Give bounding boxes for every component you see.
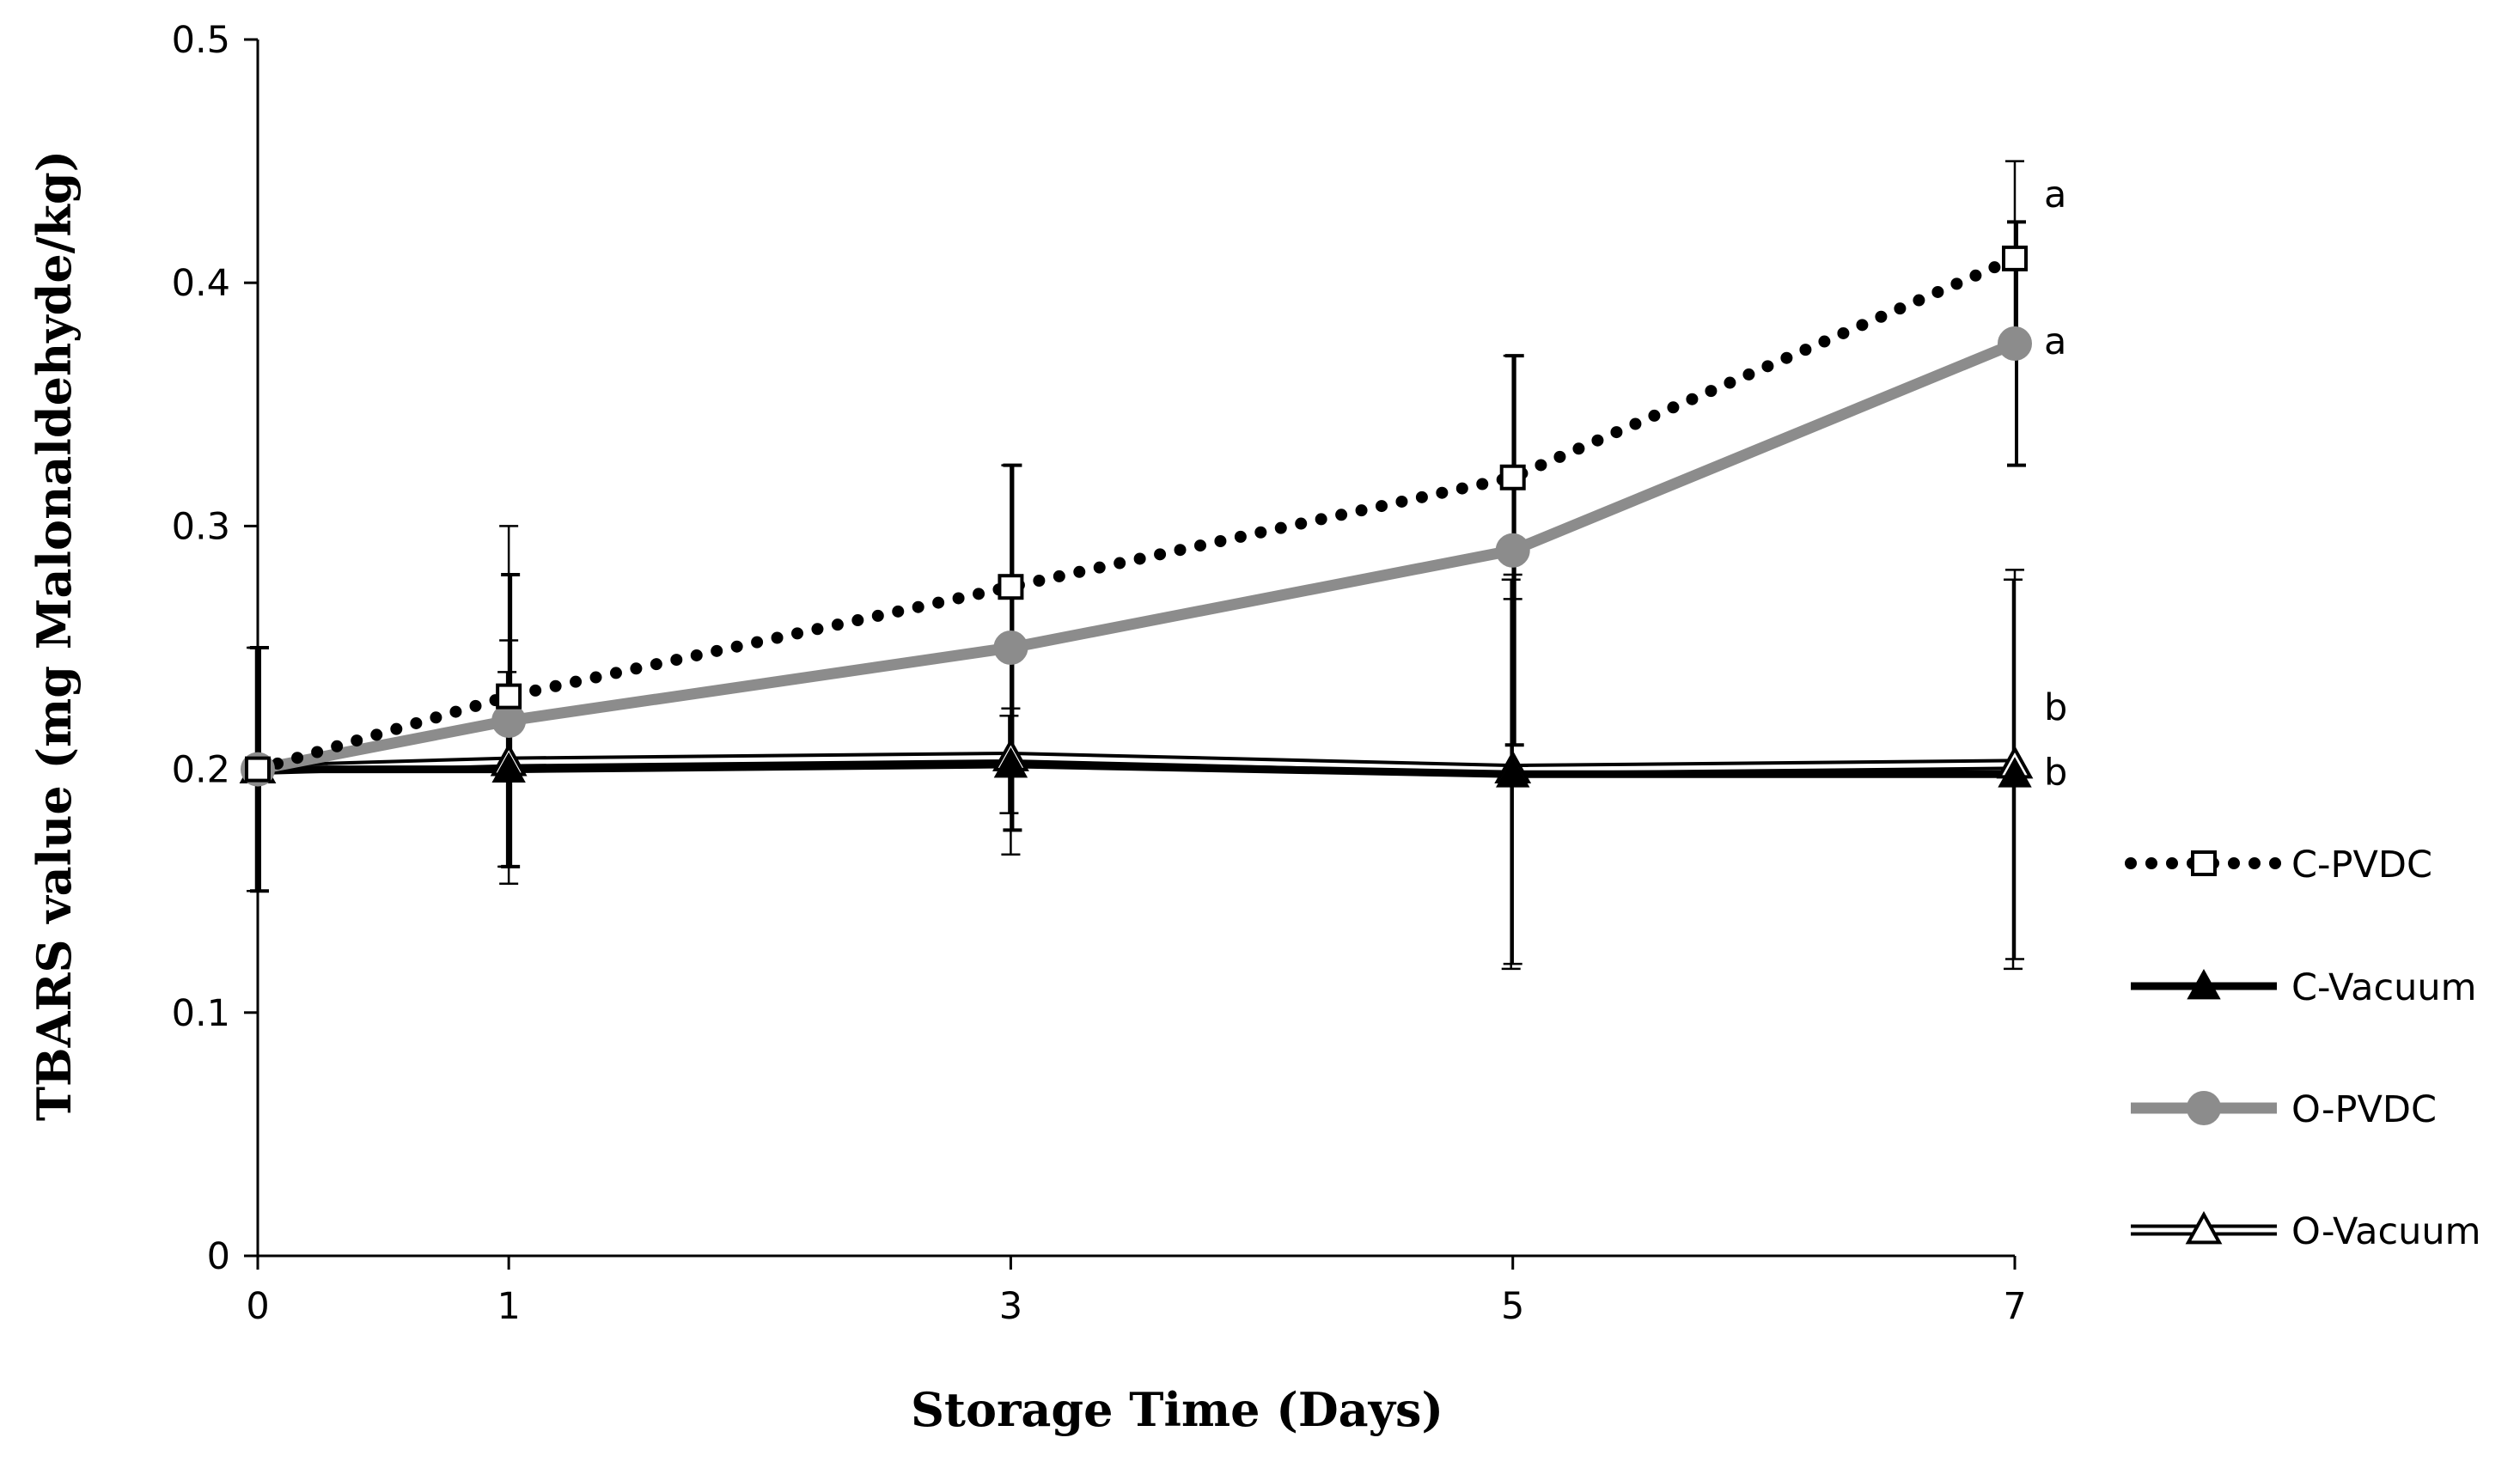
y-ticks: 0 0.1 0.2 0.3 0.4 0.5 (172, 19, 258, 1278)
marker-c-vacuum (1998, 757, 2032, 788)
legend-marker (2187, 968, 2221, 1000)
legend-label: O-Vacuum (2291, 1210, 2481, 1253)
y-tick-label: 0 (207, 1235, 230, 1278)
x-axis-title: Storage Time (Days) (911, 1382, 1443, 1437)
marker-c-pvdc (2002, 245, 2028, 271)
y-tick-label: 0.2 (172, 749, 230, 792)
significance-label: a (2044, 320, 2066, 363)
marker-c-pvdc (245, 756, 271, 783)
marker-c-pvdc (998, 574, 1024, 600)
error-bars (247, 160, 2026, 971)
legend-marker (2191, 850, 2217, 876)
legend-item-o-pvdc: O-PVDC (2131, 1088, 2437, 1131)
axes: 0 0.1 0.2 0.3 0.4 0.5 0 1 3 5 7 (172, 19, 2027, 1328)
y-tick-label: 0.1 (172, 992, 230, 1035)
marker-c-pvdc (496, 683, 522, 710)
marker-c-vacuum (993, 746, 1028, 778)
legend: C-PVDC C-Vacuum O-PVDC O-Vacuum (2125, 844, 2481, 1253)
legend-label: C-PVDC (2291, 844, 2432, 886)
marker-c-pvdc (1499, 464, 1526, 490)
legend-marker (2187, 1091, 2221, 1125)
legend-item-c-vacuum: C-Vacuum (2131, 966, 2476, 1009)
marker-c-vacuum (1496, 757, 1530, 788)
series-markers (239, 245, 2034, 788)
marker-c-vacuum (491, 752, 526, 783)
y-axis-title: TBARS value (mg Malonaldehyde/kg) (27, 150, 82, 1121)
legend-marker (2185, 1210, 2223, 1245)
x-tick-label: 0 (246, 1285, 269, 1328)
y-tick-label: 0.5 (172, 19, 230, 62)
marker-o-pvdc (1998, 326, 2032, 361)
marker-o-pvdc (491, 703, 527, 738)
significance-annotations: a a bb (2044, 174, 2067, 794)
marker-o-pvdc (993, 630, 1028, 665)
legend-label: C-Vacuum (2291, 966, 2476, 1009)
legend-item-c-pvdc: C-PVDC (2125, 844, 2432, 886)
significance-label: a (2044, 174, 2066, 216)
y-tick-label: 0.4 (172, 262, 230, 305)
x-tick-label: 1 (497, 1285, 520, 1328)
x-ticks: 0 1 3 5 7 (246, 1256, 2027, 1328)
legend-item-o-vacuum: O-Vacuum (2131, 1210, 2481, 1253)
x-tick-label: 3 (999, 1285, 1022, 1328)
x-tick-label: 5 (1501, 1285, 1524, 1328)
y-tick-label: 0.3 (172, 505, 230, 548)
marker-o-pvdc (1495, 533, 1530, 568)
legend-label: O-PVDC (2291, 1088, 2437, 1131)
significance-label: b (2044, 751, 2067, 794)
x-tick-label: 7 (2003, 1285, 2026, 1328)
significance-label: b (2044, 686, 2067, 729)
